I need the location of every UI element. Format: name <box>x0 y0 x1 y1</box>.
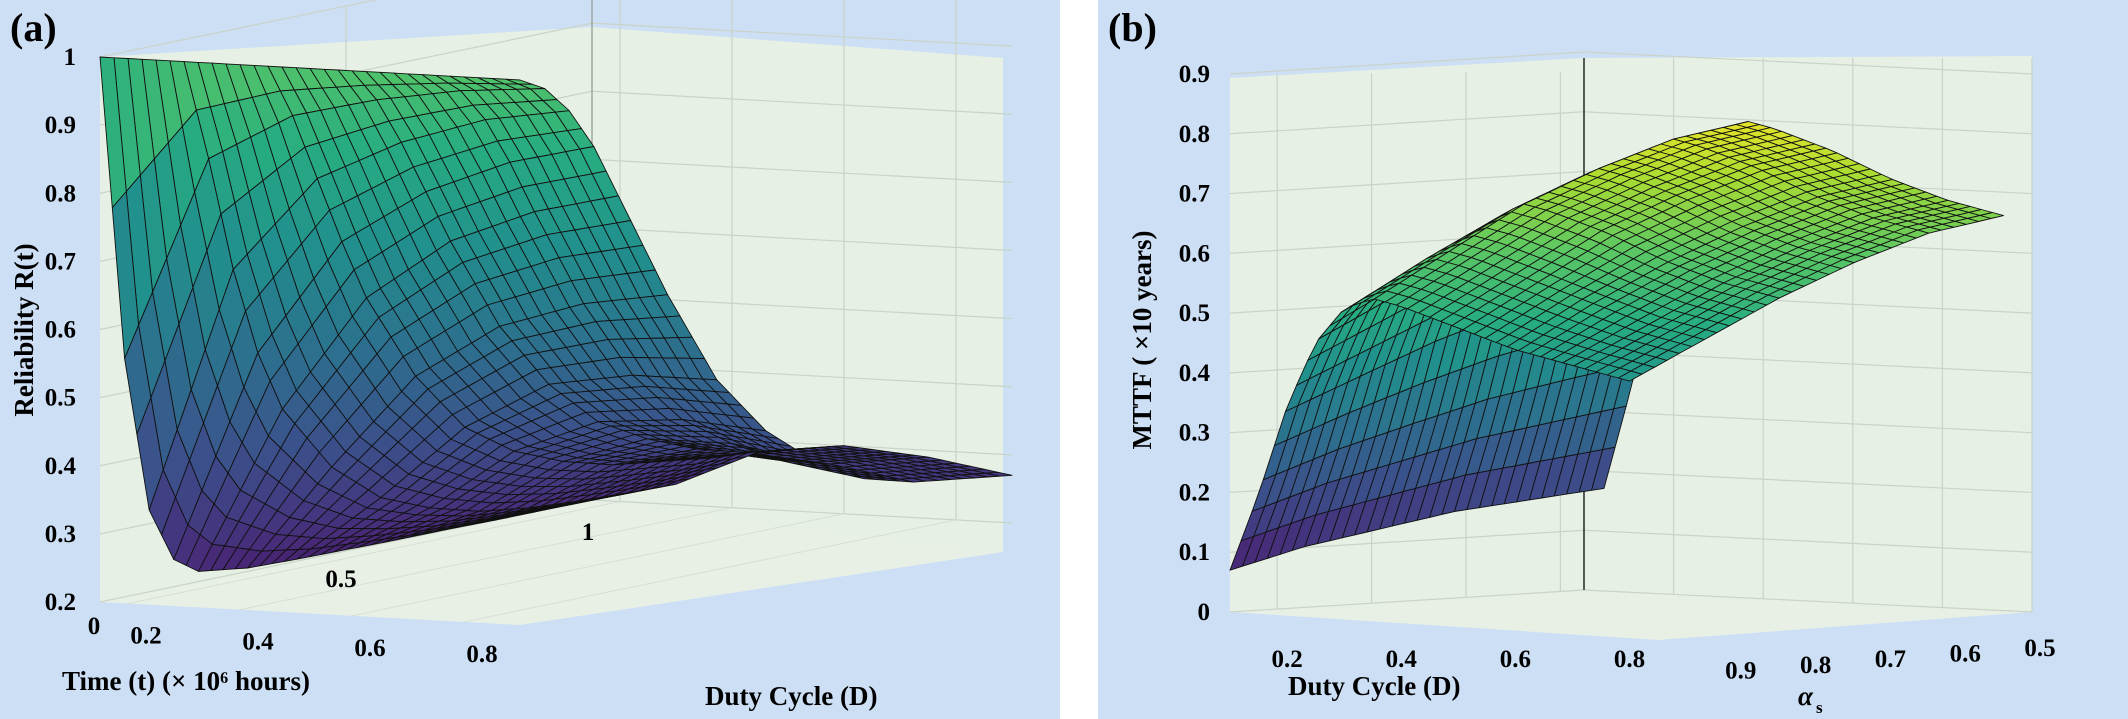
mttf-surface-chart: 0 0.1 0.2 0.3 0.4 0.5 0.6 0.7 0.8 0.9 0.2 0.4 0.6 0.8… <box>1127 51 2056 717</box>
z-tick-label: 0 <box>1198 599 1211 626</box>
x-axis-label: Duty Cycle (D) <box>1288 671 1460 701</box>
z-tick-label: 0.1 <box>1179 539 1210 566</box>
x-tick-label: 1 <box>582 519 595 546</box>
reliability-surface-cell <box>579 496 607 504</box>
y-tick-label: 0.6 <box>354 635 385 662</box>
x-tick-label: 0.2 <box>1271 646 1302 673</box>
z-tick-label: 0.8 <box>45 180 76 207</box>
mttf-surface-cell <box>1617 370 1643 382</box>
z-tick-label: 0.9 <box>45 112 76 139</box>
y-floor-gridline <box>463 519 957 623</box>
z-tick-label: 0.3 <box>1179 420 1210 447</box>
z-axis-label: Reliability R(t) <box>9 243 39 416</box>
floor <box>100 500 1003 625</box>
panel-label-a: (a) <box>10 5 57 50</box>
surface-mesh <box>99 56 1013 572</box>
panel-b: 0 0.1 0.2 0.3 0.4 0.5 0.6 0.7 0.8 0.9 0.2 0.4 0.6 0.8… <box>1098 0 2128 719</box>
z-tick-label: 0.4 <box>45 453 77 480</box>
x-tick-label: 0.4 <box>1386 646 1418 673</box>
z-tick-label: 0.9 <box>1179 61 1210 88</box>
z-tick-label: 0.7 <box>1179 181 1210 208</box>
z-tick-label: 0.4 <box>1179 360 1211 387</box>
y-axis-label: α s <box>1798 681 1823 717</box>
panel-a: 0.2 0.3 0.4 0.5 0.6 0.7 0.8 0.9 1 0 0.5 1 0.2 0.4 0.6 0… <box>0 0 1060 719</box>
z-axis-label: MTTF ( ×10 years) <box>1127 230 1157 449</box>
svg-text:s: s <box>1816 698 1823 717</box>
y-floor-gridline <box>127 501 621 605</box>
z-tick-label: 0.5 <box>1179 300 1210 327</box>
y-tick-label: 0.8 <box>466 641 497 668</box>
z-tick-label: 0.3 <box>45 521 76 548</box>
surface-mesh <box>1229 121 2004 571</box>
z-tick-label: 0.8 <box>1179 121 1210 148</box>
z-tick-label: 0.6 <box>1179 240 1210 267</box>
x-tick-label: 0.8 <box>1614 646 1645 673</box>
y-tick-label: 0.9 <box>1725 657 1756 684</box>
z-tick-label: 0.7 <box>45 248 76 275</box>
svg-text:α: α <box>1798 681 1814 711</box>
reliability-surface-chart: 0.2 0.3 0.4 0.5 0.6 0.7 0.8 0.9 1 0 0.5 1 0.2 0.4 0.6 0… <box>9 0 1013 711</box>
x-axis-label: Time (t) (× 10⁶ hours) <box>62 666 310 696</box>
y-axis-label: Duty Cycle (D) <box>705 681 877 711</box>
tick-labels: 0.2 0.3 0.4 0.5 0.6 0.7 0.8 0.9 1 0 0.5 1 0.2 0.4 0.6 0… <box>45 44 595 668</box>
x-tick-label: 0.5 <box>325 566 356 593</box>
z-tick-label: 0.6 <box>45 317 76 344</box>
x-tick-label: 0.6 <box>1500 646 1531 673</box>
y-tick-label: 0.6 <box>1950 641 1981 668</box>
z-tick-label: 0.5 <box>45 385 76 412</box>
y-tick-label: 0.5 <box>2024 635 2055 662</box>
y-tick-label: 0.7 <box>1875 646 1906 673</box>
y-tick-label: 0.8 <box>1800 652 1831 679</box>
y-floor-gridline <box>239 507 733 611</box>
z-tick-label: 0.2 <box>1179 479 1210 506</box>
y-tick-label: 0.2 <box>130 623 161 650</box>
z-tick-label: 0.2 <box>45 589 76 616</box>
panel-label-b: (b) <box>1108 5 1157 50</box>
z-gridline <box>99 0 378 58</box>
y-floor-gridline <box>351 513 845 617</box>
tick-labels: 0 0.1 0.2 0.3 0.4 0.5 0.6 0.7 0.8 0.9 0.2 0.4 0.6 0.8… <box>1179 61 2056 684</box>
x-tick-label: 0 <box>88 613 101 640</box>
z-tick-label: 1 <box>64 44 77 71</box>
z-gridline <box>1229 51 2033 75</box>
y-tick-label: 0.4 <box>242 629 274 656</box>
